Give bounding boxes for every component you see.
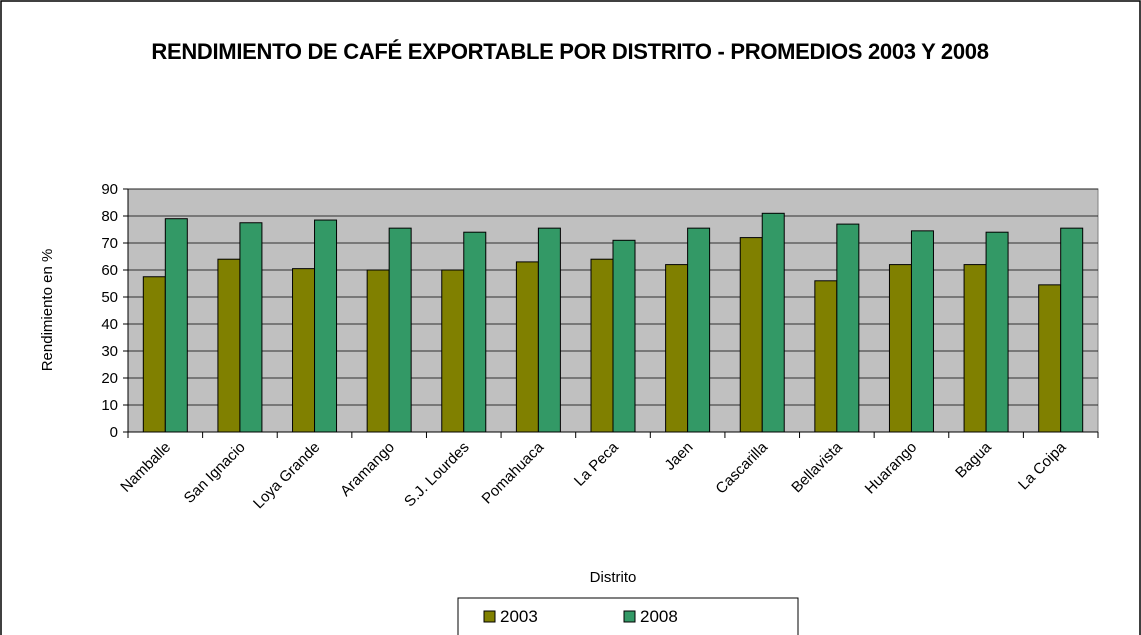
bar xyxy=(515,261,539,433)
x-tick-label: La Coipa xyxy=(1015,438,1070,493)
x-tick-label: Bellavista xyxy=(788,438,846,496)
y-axis-label: Rendimiento en % xyxy=(39,249,56,372)
bar xyxy=(217,258,241,433)
x-tick-label: S.J. Lourdes xyxy=(401,439,473,511)
y-tick-label: 40 xyxy=(101,316,118,333)
y-tick-label: 10 xyxy=(101,397,118,414)
x-tick-label: Huarango xyxy=(862,439,921,498)
y-tick-label: 20 xyxy=(101,370,118,387)
bar xyxy=(590,258,614,433)
legend-swatch xyxy=(483,610,496,623)
bar xyxy=(441,269,465,433)
bar xyxy=(665,264,689,433)
y-tick-label: 0 xyxy=(110,424,118,441)
bar xyxy=(910,230,934,433)
bar xyxy=(366,269,390,433)
x-tick-label: Aramango xyxy=(337,439,398,500)
bar xyxy=(761,212,785,433)
legend-label: 2008 xyxy=(640,607,678,626)
x-tick-label: Bagua xyxy=(952,438,995,481)
bar xyxy=(239,222,263,433)
x-tick-label: Cascarilla xyxy=(712,438,771,497)
bar xyxy=(314,219,338,433)
bar xyxy=(963,264,987,433)
bar xyxy=(888,264,912,433)
bar xyxy=(836,223,860,433)
bar xyxy=(612,239,636,433)
bar xyxy=(1038,284,1062,433)
y-tick-label: 60 xyxy=(101,262,118,279)
chart-title: RENDIMIENTO DE CAFÉ EXPORTABLE POR DISTR… xyxy=(151,39,989,64)
x-tick-label: Pomahuaca xyxy=(479,438,548,507)
bar xyxy=(985,231,1009,433)
x-tick-label: Namballe xyxy=(117,439,174,496)
y-tick-label: 70 xyxy=(101,235,118,252)
bar xyxy=(463,231,487,433)
bar xyxy=(142,276,166,433)
bar xyxy=(814,280,838,433)
x-tick-label: Jaen xyxy=(661,439,696,474)
legend-swatch xyxy=(623,610,636,623)
bar xyxy=(292,268,316,433)
x-axis-label: Distrito xyxy=(590,569,637,586)
bar xyxy=(388,227,412,433)
bar xyxy=(739,237,763,433)
y-tick-label: 90 xyxy=(101,181,118,198)
bar xyxy=(537,227,561,433)
x-tick-label: San Ignacio xyxy=(181,439,249,507)
y-tick-label: 30 xyxy=(101,343,118,360)
y-tick-label: 50 xyxy=(101,289,118,306)
bar xyxy=(1060,227,1084,433)
x-tick-label: La Peca xyxy=(571,438,622,489)
x-tick-label: Loya Grande xyxy=(250,439,323,512)
bar xyxy=(164,218,188,433)
bar xyxy=(687,227,711,433)
y-tick-label: 80 xyxy=(101,208,118,225)
legend-label: 2003 xyxy=(500,607,538,626)
